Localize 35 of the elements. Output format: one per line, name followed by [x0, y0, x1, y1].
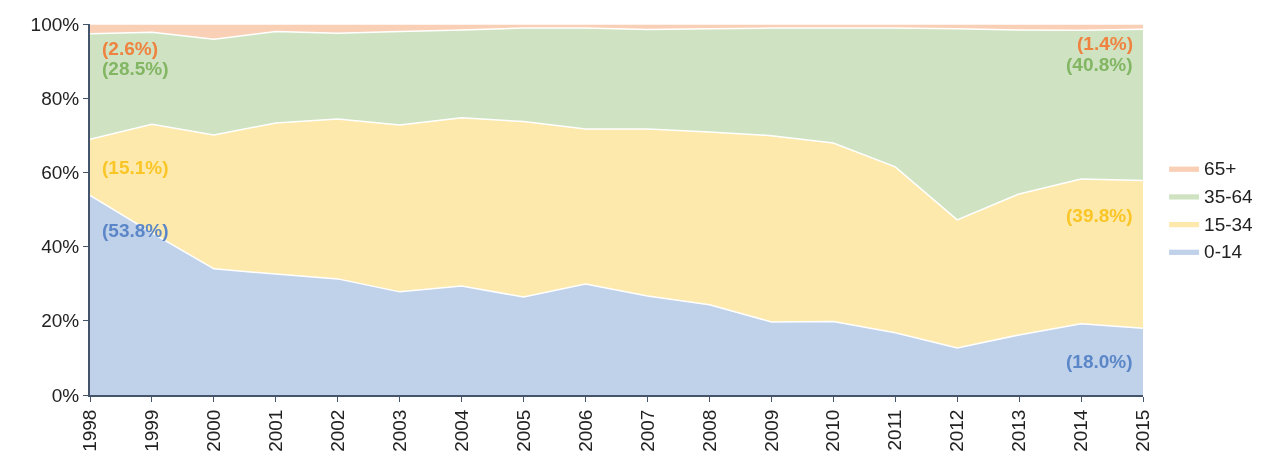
x-tick-label: 2012 [946, 409, 968, 452]
x-tick-label: 2001 [264, 409, 286, 452]
y-tick-label: 100% [30, 13, 80, 35]
y-tick-label: 60% [41, 162, 80, 184]
legend-label: 15-34 [1204, 213, 1254, 235]
data-label: (2.6%) [102, 38, 158, 59]
y-tick-label: 80% [41, 87, 80, 109]
data-label: (15.1%) [102, 157, 169, 178]
legend-label: 65+ [1204, 158, 1237, 180]
x-tick-label: 2005 [512, 409, 534, 452]
data-label: (39.8%) [1066, 205, 1133, 226]
x-tick-label: 2004 [450, 409, 472, 452]
legend-label: 35-64 [1204, 185, 1254, 207]
data-label: (1.4%) [1077, 33, 1133, 54]
x-tick-label: 2014 [1070, 409, 1092, 452]
x-tick-label: 2013 [1008, 409, 1030, 452]
x-tick-label: 2003 [388, 409, 410, 452]
x-tick-label: 2007 [636, 409, 658, 452]
x-tick-label: 2011 [884, 409, 906, 451]
y-tick-label: 20% [41, 310, 80, 332]
x-tick-label: 2010 [822, 409, 844, 452]
x-tick-label: 2006 [574, 409, 596, 452]
data-label: (40.8%) [1066, 54, 1133, 75]
x-tick-label: 2015 [1132, 409, 1154, 452]
legend-label: 0-14 [1204, 241, 1243, 263]
data-label: (28.5%) [102, 58, 169, 79]
y-tick-label: 0% [51, 384, 80, 406]
x-tick-label: 2008 [698, 409, 720, 452]
data-label: (18.0%) [1066, 351, 1133, 372]
x-tick-label: 2009 [760, 409, 782, 452]
x-tick-label: 1998 [79, 409, 101, 452]
x-tick-label: 1999 [141, 409, 163, 452]
y-tick-label: 40% [41, 236, 80, 258]
x-tick-label: 2000 [203, 409, 225, 452]
x-tick-label: 2002 [326, 409, 348, 452]
